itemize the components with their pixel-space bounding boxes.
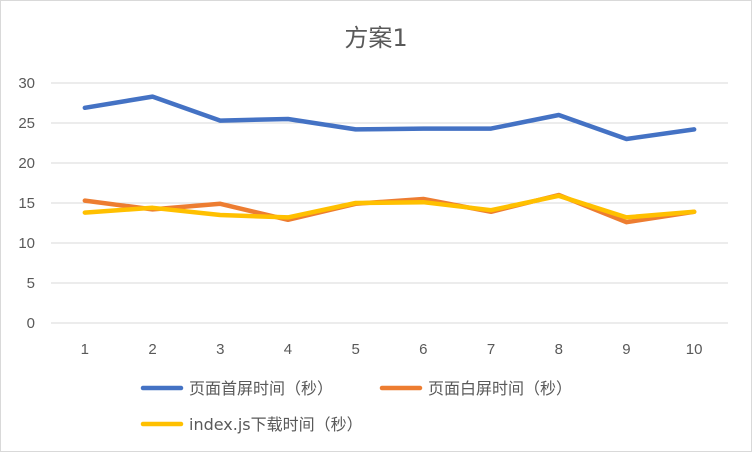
series-line-3: [82, 193, 697, 220]
x-tick-label: 10: [686, 341, 703, 358]
chart-title: 方案1: [344, 24, 407, 52]
x-tick-label: 5: [351, 341, 359, 358]
y-tick-label: 20: [18, 155, 35, 172]
gridlines: [51, 82, 728, 324]
x-axis-ticks: 1 2 3 4 5 6 7 8 9 10: [81, 341, 703, 358]
y-tick-label: 5: [27, 275, 35, 292]
x-tick-label: 8: [555, 341, 563, 358]
x-tick-label: 1: [81, 341, 89, 358]
series-line-1: [82, 94, 697, 142]
x-tick-label: 2: [148, 341, 156, 358]
x-tick-label: 4: [284, 341, 292, 358]
x-tick-label: 7: [487, 341, 495, 358]
y-tick-label: 15: [18, 195, 35, 212]
series-lines: [82, 94, 697, 225]
legend-label: 页面白屏时间（秒）: [428, 379, 572, 398]
y-tick-label: 25: [18, 115, 35, 132]
y-tick-label: 10: [18, 235, 35, 252]
x-tick-label: 9: [622, 341, 630, 358]
legend-label: index.js下载时间（秒）: [189, 415, 363, 434]
legend: 页面首屏时间（秒） 页面白屏时间（秒） index.js下载时间（秒）: [140, 379, 572, 434]
x-tick-label: 3: [216, 341, 224, 358]
y-tick-label: 0: [27, 315, 35, 332]
legend-label: 页面首屏时间（秒）: [189, 379, 333, 398]
y-axis-ticks: 0 5 10 15 20 25 30: [18, 75, 35, 332]
y-tick-label: 30: [18, 75, 35, 92]
x-tick-label: 6: [419, 341, 427, 358]
